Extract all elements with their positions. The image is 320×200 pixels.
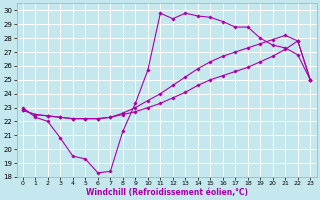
X-axis label: Windchill (Refroidissement éolien,°C): Windchill (Refroidissement éolien,°C) bbox=[85, 188, 248, 197]
